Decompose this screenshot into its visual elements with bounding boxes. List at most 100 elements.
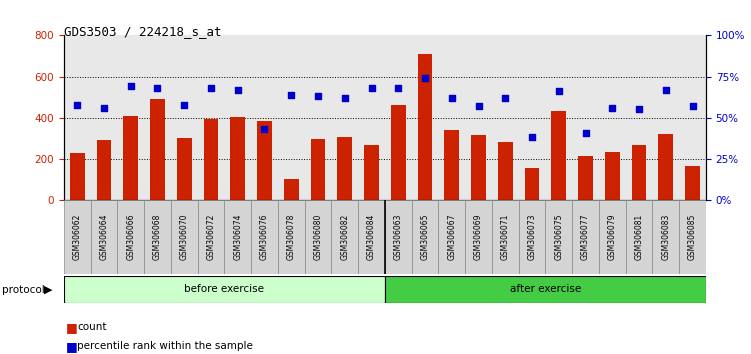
Text: GSM306064: GSM306064 <box>99 214 108 261</box>
Bar <box>465 200 492 274</box>
Bar <box>70 153 85 200</box>
Bar <box>391 105 406 200</box>
Bar <box>578 156 593 200</box>
Text: GSM306081: GSM306081 <box>635 214 644 260</box>
Text: protocol: protocol <box>2 285 44 295</box>
Point <box>232 87 244 92</box>
Bar <box>97 140 111 200</box>
Point <box>258 126 270 132</box>
Text: GSM306067: GSM306067 <box>448 214 457 261</box>
Text: GSM306073: GSM306073 <box>527 214 536 261</box>
Text: GSM306068: GSM306068 <box>153 214 162 261</box>
Bar <box>117 200 144 274</box>
Bar <box>412 200 439 274</box>
Bar <box>64 200 91 274</box>
Bar <box>150 99 164 200</box>
Text: GSM306080: GSM306080 <box>313 214 322 261</box>
Bar <box>492 200 519 274</box>
Bar <box>659 134 673 200</box>
Text: after exercise: after exercise <box>510 284 581 295</box>
Bar <box>311 139 325 200</box>
Bar <box>257 121 272 200</box>
Bar <box>337 137 352 200</box>
Text: before exercise: before exercise <box>184 284 264 295</box>
Point <box>366 85 378 91</box>
Point <box>580 130 592 135</box>
Bar <box>364 145 379 200</box>
Bar <box>545 200 572 274</box>
Point <box>312 93 324 99</box>
Bar <box>679 200 706 274</box>
Bar <box>198 200 225 274</box>
Text: GDS3503 / 224218_s_at: GDS3503 / 224218_s_at <box>64 25 222 38</box>
Text: GSM306083: GSM306083 <box>662 214 671 261</box>
Bar <box>599 200 626 274</box>
Point <box>152 85 164 91</box>
Text: GSM306085: GSM306085 <box>688 214 697 261</box>
Point <box>633 107 645 112</box>
Bar <box>231 117 245 200</box>
Bar <box>144 200 170 274</box>
Point <box>686 103 698 109</box>
Text: percentile rank within the sample: percentile rank within the sample <box>77 341 253 351</box>
Bar <box>385 276 706 303</box>
Bar <box>278 200 305 274</box>
Point <box>419 75 431 81</box>
Point <box>660 87 672 92</box>
Text: GSM306071: GSM306071 <box>501 214 510 261</box>
Point <box>472 103 484 109</box>
Bar <box>91 200 117 274</box>
Bar <box>439 200 465 274</box>
Bar <box>385 200 412 274</box>
Text: GSM306075: GSM306075 <box>554 214 563 261</box>
Point <box>392 85 404 91</box>
Bar <box>632 145 647 200</box>
Bar <box>551 110 566 200</box>
Text: GSM306063: GSM306063 <box>394 214 403 261</box>
Point <box>446 95 458 101</box>
Bar <box>605 152 620 200</box>
Point <box>205 85 217 91</box>
Text: count: count <box>77 322 107 332</box>
Point <box>178 102 190 107</box>
Bar <box>572 200 599 274</box>
Text: GSM306079: GSM306079 <box>608 214 617 261</box>
Text: GSM306074: GSM306074 <box>234 214 243 261</box>
Bar <box>626 200 653 274</box>
Point <box>98 105 110 111</box>
Text: GSM306082: GSM306082 <box>340 214 349 260</box>
Bar <box>284 179 299 200</box>
Bar <box>251 200 278 274</box>
Bar <box>177 138 192 200</box>
Point <box>339 95 351 101</box>
Bar <box>471 135 486 200</box>
Text: GSM306084: GSM306084 <box>367 214 376 261</box>
Text: ■: ■ <box>66 340 78 353</box>
Bar <box>498 142 513 200</box>
Text: ▶: ▶ <box>44 285 52 295</box>
Bar <box>525 168 539 200</box>
Bar <box>685 166 700 200</box>
Point <box>71 102 83 107</box>
Text: GSM306077: GSM306077 <box>581 214 590 261</box>
Bar <box>653 200 679 274</box>
Text: GSM306076: GSM306076 <box>260 214 269 261</box>
Text: GSM306062: GSM306062 <box>73 214 82 261</box>
Bar <box>358 200 385 274</box>
Text: ■: ■ <box>66 321 78 334</box>
Bar <box>418 54 433 200</box>
Text: GSM306070: GSM306070 <box>179 214 189 261</box>
Text: GSM306078: GSM306078 <box>287 214 296 261</box>
Bar <box>171 200 198 274</box>
Text: GSM306066: GSM306066 <box>126 214 135 261</box>
Bar <box>123 116 138 200</box>
Point <box>125 84 137 89</box>
Point <box>285 92 297 97</box>
Bar <box>64 276 385 303</box>
Bar <box>225 200 251 274</box>
Point <box>606 105 618 111</box>
Bar <box>519 200 545 274</box>
Point <box>526 135 538 140</box>
Bar <box>204 119 219 200</box>
Point <box>499 95 511 101</box>
